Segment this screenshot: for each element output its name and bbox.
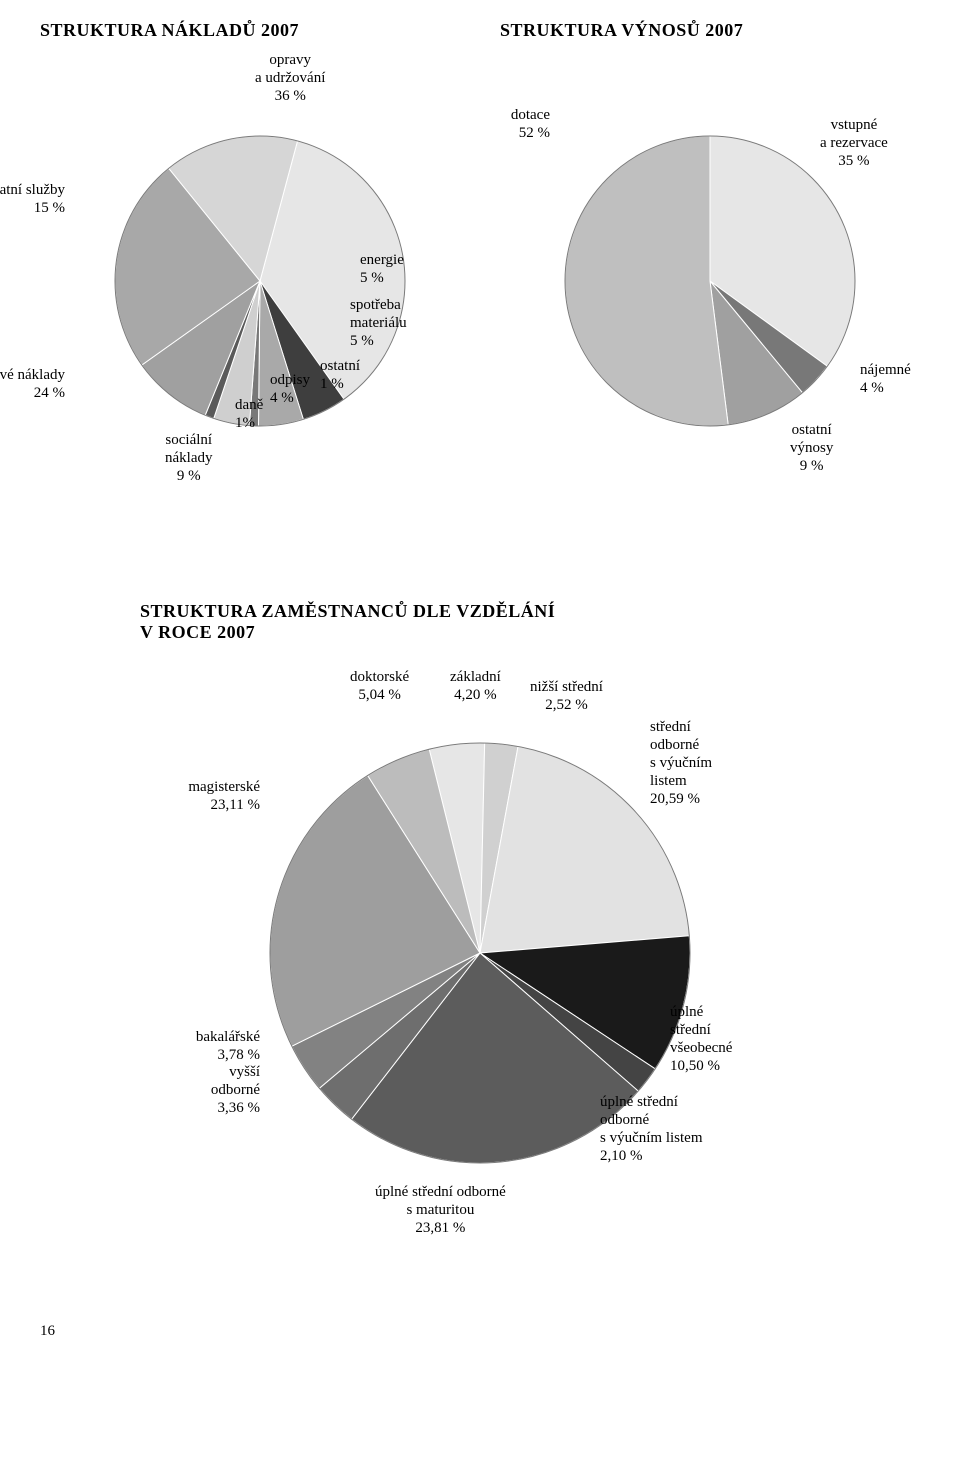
label-stredni-vyucni: středníodbornés výučnímlistem20,59 % (650, 718, 712, 808)
naklady-title: STRUKTURA NÁKLADŮ 2007 (40, 20, 460, 41)
label-sluzby: ostatní služby15 % (0, 181, 65, 217)
label-magisterske: magisterské23,11 % (188, 778, 260, 814)
label-energie: energie5 % (360, 251, 404, 287)
label-uplne-vseob: úplnéstřednívšeobecné10,50 % (670, 1003, 732, 1075)
label-vstupne: vstupnéa rezervace35 % (820, 116, 888, 170)
label-doktorske: doktorské5,04 % (350, 668, 409, 704)
label-uplne-matur: úplné střední odbornés maturitou23,81 % (375, 1183, 506, 1237)
top-chart-row: STRUKTURA NÁKLADŮ 2007 opravya udržování… (40, 20, 920, 521)
pie-slice (565, 136, 728, 426)
label-bakalarske: bakalářské3,78 % (196, 1028, 260, 1064)
label-zakladni: základní4,20 % (450, 668, 501, 704)
naklady-block: STRUKTURA NÁKLADŮ 2007 opravya udržování… (40, 20, 460, 521)
label-dotace: dotace52 % (511, 106, 550, 142)
label-opravy: opravya udržování36 % (255, 51, 325, 105)
label-dane: daně1% (235, 396, 263, 432)
label-ostatni-v: ostatnívýnosy9 % (790, 421, 833, 475)
label-socialni: sociálnínáklady9 % (165, 431, 212, 485)
label-mzdove: mzdové náklady24 % (0, 366, 65, 402)
label-spotreba: spotřebamateriálu5 % (350, 296, 407, 350)
zamestnanci-block: základní4,20 % nižší střední2,52 % střed… (130, 663, 830, 1263)
label-najemne: nájemné4 % (860, 361, 911, 397)
vynosy-block: STRUKTURA VÝNOSŮ 2007 vstupnéa rezervace… (500, 20, 920, 521)
label-ostatni-n: ostatní1 % (320, 357, 360, 393)
vynosy-title: STRUKTURA VÝNOSŮ 2007 (500, 20, 920, 41)
page-number: 16 (40, 1323, 920, 1340)
label-uplne-vyucni: úplné středníodbornés výučním listem2,10… (600, 1093, 703, 1165)
page: STRUKTURA NÁKLADŮ 2007 opravya udržování… (0, 0, 960, 1380)
label-nizsi: nižší střední2,52 % (530, 678, 603, 714)
label-vyssi: vyššíodborné3,36 % (211, 1063, 260, 1117)
zamestnanci-title: STRUKTURA ZAMĚSTNANCŮ DLE VZDĚLÁNÍV ROCE… (140, 601, 920, 643)
label-odpisy: odpisy4 % (270, 371, 310, 407)
